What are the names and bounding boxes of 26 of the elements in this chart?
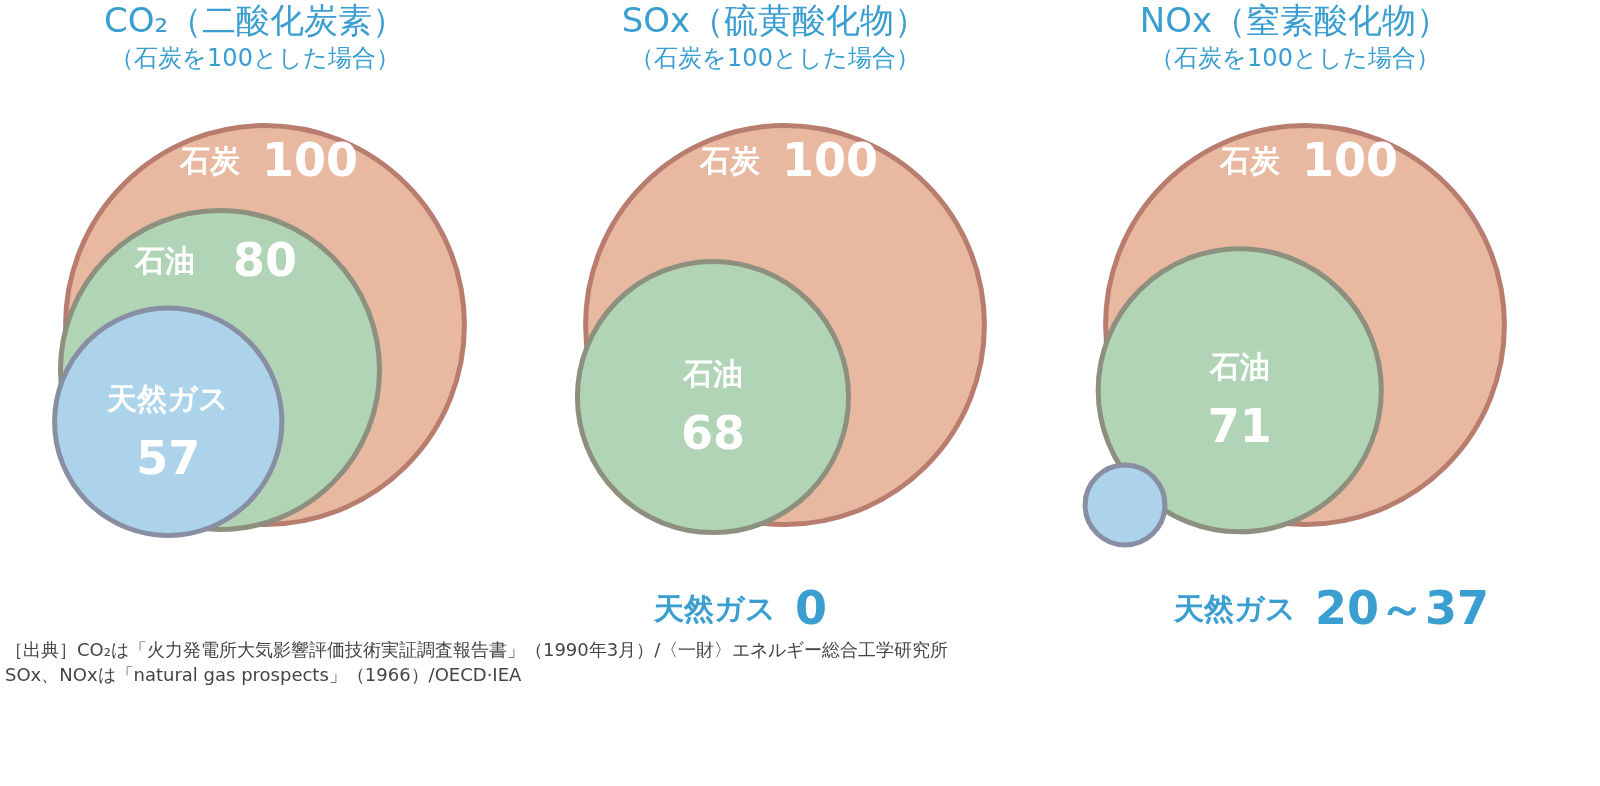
- data-label: 20～37: [1315, 581, 1490, 635]
- category-label: 石油: [1208, 349, 1270, 385]
- data-label: 100: [781, 133, 879, 187]
- text: SOx（硫黄酸化物）: [621, 0, 929, 40]
- category-label: 天然ガス: [1173, 591, 1296, 626]
- text: ［出典］CO₂は「火力発電所大気影響評価技術実証調査報告書」（1990年3月）/〈一財〉エネルギー総合工学研究所: [5, 638, 949, 660]
- text: （石炭を100とした場合）: [110, 44, 400, 72]
- text: （石炭を100とした場合）: [1150, 44, 1440, 72]
- category-label: 石炭: [699, 143, 760, 178]
- data-label: 71: [1207, 399, 1272, 454]
- data-label: 100: [1301, 133, 1399, 187]
- category-label: 天然ガス: [106, 380, 230, 416]
- text: （石炭を100とした場合）: [630, 44, 920, 72]
- data-label: 68: [680, 406, 746, 460]
- data-label: 57: [136, 430, 201, 485]
- category-label: 石油: [682, 356, 743, 391]
- text: CO₂（二酸化炭素）: [103, 0, 407, 40]
- data-label: 80: [232, 233, 298, 287]
- data-label: 0: [795, 581, 828, 635]
- category-label: 石炭: [1219, 143, 1280, 178]
- category-label: 石油: [134, 243, 195, 278]
- category-label: 石炭: [179, 143, 240, 178]
- category-label: 天然ガス: [653, 591, 776, 626]
- text: SOx、NOxは「natural gas prospects」（1966）/OECD·IEA: [5, 663, 523, 685]
- text: NOx（窒素酸化物）: [1139, 0, 1451, 40]
- data-label: 100: [261, 133, 359, 187]
